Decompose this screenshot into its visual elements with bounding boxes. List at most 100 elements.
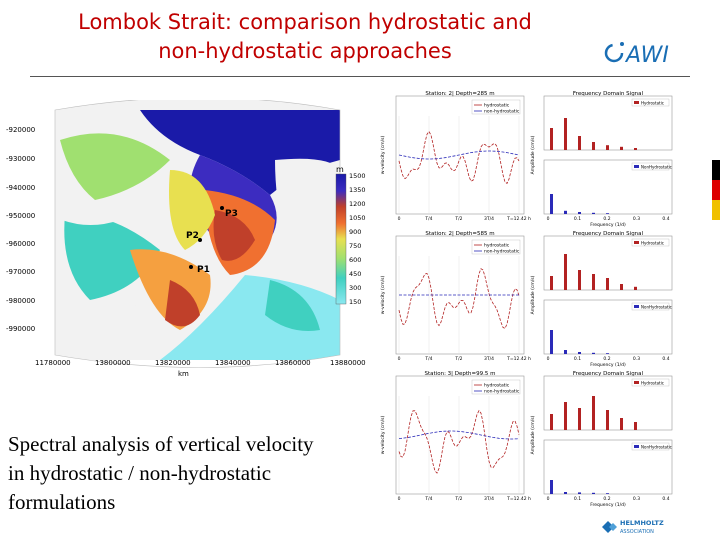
fd-bar-hydro [564, 254, 567, 290]
title-line-1: Lombok Strait: comparison hydrostatic an… [78, 10, 532, 34]
fd-bar-nonhydro [592, 352, 595, 354]
caption-line-3: formulations [8, 490, 116, 514]
ts-x-tick: T/2 [454, 216, 462, 222]
fd-bar-hydro [564, 118, 567, 150]
map-y-tick: -960000 [6, 240, 35, 248]
nusa-penida [110, 300, 160, 345]
ts-x-tick: T/2 [454, 496, 462, 502]
ts-nonhydrostatic-series [398, 150, 520, 160]
fd-xlabel: Frequency (1/d) [590, 362, 626, 368]
fd-x-tick: 0.1 [574, 496, 581, 502]
bathymetry-map: P3 P2 P1 -920000 -930000 -940000 -950000… [6, 100, 366, 378]
fd-bar-nonhydro [578, 352, 581, 354]
fd-bar-hydro [606, 145, 609, 150]
ts-legend-nonhydro: non-hydrostatic [484, 249, 520, 255]
fd-legend-box-nonhydro [631, 302, 670, 311]
fd-x-tick: 0.4 [662, 496, 669, 502]
fd-bar-hydro [578, 270, 581, 290]
map-y-axis: -920000 -930000 -940000 -950000 -960000 … [6, 126, 35, 333]
ts-ylabel: w-velocity (cm/s) [380, 136, 386, 175]
ts-x-tick: T/4 [424, 216, 432, 222]
fd-bar-hydro [564, 402, 567, 430]
map-y-tick: -970000 [6, 268, 35, 276]
fd-bar-hydro [620, 146, 623, 150]
ts-x-tick: 0 [398, 356, 401, 362]
ts-hydrostatic-series [398, 130, 520, 185]
ts-x-tick: 3T/4 [484, 216, 494, 222]
fd-x-tick: 0 [547, 496, 550, 502]
fd-bar-hydro [578, 408, 581, 430]
fd-legend-swatch-nonhydro [634, 445, 639, 448]
fd-legend-box-hydro [631, 238, 670, 247]
ts-x-tick: T=12.42 h [506, 496, 531, 502]
ts-legend-hydro: hydrostatic [484, 383, 510, 389]
fd-title: Frequency Domain Signal [573, 231, 644, 237]
fd-title: Frequency Domain Signal [573, 91, 644, 97]
station-label-p1: P1 [197, 265, 210, 275]
fd-bar-nonhydro [564, 210, 567, 214]
map-y-tick: -950000 [6, 212, 35, 220]
ts-legend-nonhydro: non-hydrostatic [484, 389, 520, 395]
ts-x-tick: 0 [398, 496, 401, 502]
map-x-tick: 11780000 [35, 359, 71, 367]
ts-legend-box [471, 99, 521, 115]
colorbar-label: 1200 [349, 200, 366, 208]
fd-x-tick: 0 [547, 216, 550, 222]
ts-ylabel: w-velocity (cm/s) [380, 276, 386, 315]
lombok-island [275, 158, 340, 271]
colorbar-label: 600 [349, 256, 361, 264]
ts-plot-frame [395, 375, 525, 495]
ts-title: Station: 2| Depth=585 m [425, 231, 494, 237]
fd-bar-nonhydro [578, 212, 581, 214]
fd-bar-hydro [620, 418, 623, 430]
fd-legend-swatch-nonhydro [634, 305, 639, 308]
fd-x-tick: 0.3 [633, 356, 640, 362]
fd-x-tick: 0.1 [574, 356, 581, 362]
fd-legend-hydro: Hydrostatic [641, 240, 664, 245]
map-y-tick: -980000 [6, 297, 35, 305]
ts-legend-hydro: hydrostatic [484, 243, 510, 249]
southern-deep [165, 280, 200, 327]
fd-bar-nonhydro [564, 350, 567, 354]
analysis-panel-station-3: Station: 3| Depth=99.5 m w-velocity (cm/s… [380, 371, 673, 508]
fd-bar-hydro [550, 276, 553, 290]
fd-bar-nonhydro [592, 212, 595, 214]
ts-x-tick: T/4 [424, 496, 432, 502]
fd-bar-nonhydro [592, 492, 595, 494]
awi-logo: AWI [604, 42, 669, 68]
fd-legend-nonhydro: NonHydrostatic [641, 304, 672, 309]
ts-nonhydrostatic-series [398, 430, 520, 440]
awi-logo-text: AWI [624, 43, 669, 68]
station-label-p3: P3 [225, 209, 238, 219]
colorbar-label: 900 [349, 228, 361, 236]
strait-core [213, 210, 255, 261]
helmholtz-logo-subtext: ASSOCIATION [620, 529, 654, 535]
fd-bar-hydro [592, 274, 595, 290]
colorbar-label: 1500 [349, 172, 366, 180]
slide-title: Lombok Strait: comparison hydrostatic an… [30, 8, 580, 66]
flag-stripe-gold [712, 200, 720, 220]
ts-legend-hydro: hydrostatic [484, 103, 510, 109]
fd-legend-swatch-hydro [634, 241, 639, 244]
map-x-tick: 13860000 [275, 359, 311, 367]
colorbar-label: 150 [349, 298, 361, 306]
shelf-southwest [64, 214, 160, 300]
analysis-panel-station-1: Station: 2| Depth=285 m w-velocity (cm/s)… [380, 91, 673, 228]
fd-bar-hydro [578, 136, 581, 150]
fd-legend-swatch-hydro [634, 101, 639, 104]
fd-bar-hydro [634, 148, 637, 150]
ts-title: Station: 3| Depth=99.5 m [425, 371, 496, 377]
fd-bar-hydro [606, 278, 609, 290]
fd-legend-hydro: Hydrostatic [641, 380, 664, 385]
ts-x-tick: T/4 [424, 356, 432, 362]
ts-x-tick: 3T/4 [484, 496, 494, 502]
fd-title: Frequency Domain Signal [573, 371, 644, 377]
map-domain [55, 100, 340, 360]
fd-legend-hydro: Hydrostatic [641, 100, 664, 105]
ts-ylabel: w-velocity (cm/s) [380, 416, 386, 455]
station-markers: P3 P2 P1 [186, 206, 238, 275]
ts-x-tick: 3T/4 [484, 356, 494, 362]
fd-x-tick: 0.2 [603, 496, 610, 502]
ts-hydrostatic-series [398, 268, 520, 329]
fd-bar-hydro [634, 422, 637, 430]
